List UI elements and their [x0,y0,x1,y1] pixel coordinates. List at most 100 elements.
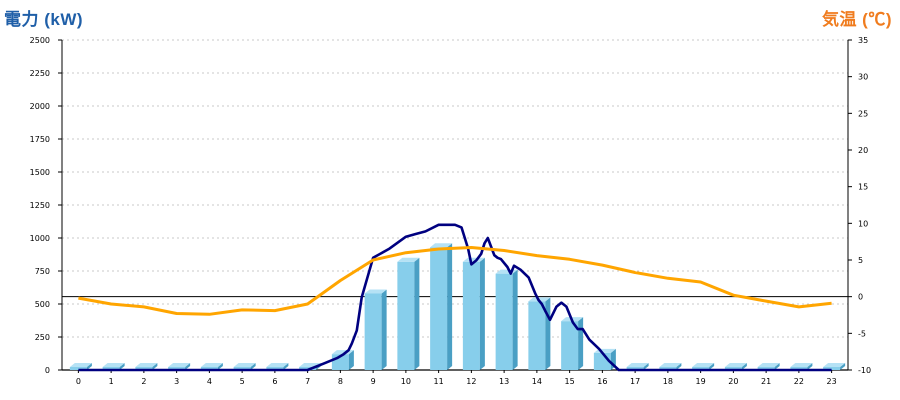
bar-front [495,273,513,370]
bar-front [626,367,644,370]
bar-front [135,367,153,370]
bar-front [430,247,448,370]
bar-top [462,257,485,262]
left-tick-label: 500 [35,300,50,309]
bar-side [545,297,551,370]
bar-side [774,363,780,370]
right-tick-label: 20 [858,146,868,155]
bar-side [578,317,584,370]
left-tick-label: 2500 [30,36,50,45]
left-tick-label: 750 [35,267,50,276]
right-tick-label: 10 [858,219,868,228]
bar-side [512,269,518,370]
bar-top [69,363,92,367]
x-tick-label: 21 [761,377,771,386]
x-tick-label: 5 [240,377,245,386]
bar-side [381,289,387,370]
bar-2 [135,363,158,370]
x-tick-label: 1 [109,377,114,386]
bar-0 [69,363,92,370]
x-tick-label: 19 [696,377,706,386]
bar-front [528,301,546,370]
bar-10 [397,257,420,370]
bar-23 [823,363,846,370]
bar-20 [724,363,747,370]
x-tick-label: 10 [401,377,411,386]
x-tick-label: 4 [207,377,212,386]
bar-front [757,367,775,370]
bar-front [561,321,579,370]
bar-front [823,367,841,370]
left-axis-title: 電力 (kW) [4,10,84,29]
bar-4 [200,363,223,370]
x-tick-label: 17 [630,377,640,386]
bar-front [266,367,284,370]
right-tick-label: -5 [858,329,866,338]
bar-6 [266,363,289,370]
bar-top [168,363,191,367]
bar-side [86,363,92,370]
x-tick-label: 13 [499,377,509,386]
bar-18 [659,363,682,370]
bar-front [462,261,480,370]
x-tick-label: 20 [728,377,738,386]
bar-side [807,363,813,370]
bar-top [757,363,780,367]
x-tick-label: 23 [827,377,837,386]
bar-1 [102,363,125,370]
left-tick-label: 2000 [30,102,50,111]
bar-top [790,363,813,367]
bar-front [790,367,808,370]
bar-side [119,363,125,370]
left-tick-label: 250 [35,333,50,342]
right-tick-label: 15 [858,183,868,192]
bar-top [692,363,715,367]
right-tick-label: 30 [858,73,868,82]
bar-15 [561,317,584,370]
x-tick-label: 14 [532,377,542,386]
x-tick-label: 3 [174,377,179,386]
right-tick-label: 0 [858,293,863,302]
bar-front [397,261,415,370]
bar-12 [462,257,485,370]
left-tick-label: 1250 [30,201,50,210]
bar-top [135,363,158,367]
bar-side [152,363,158,370]
bar-top [233,363,256,367]
bar-side [217,363,223,370]
left-tick-label: 1500 [30,168,50,177]
bar-side [283,363,289,370]
bar-side [414,257,420,370]
bar-14 [528,297,551,370]
x-tick-label: 11 [434,377,444,386]
bar-front [168,367,186,370]
x-tick-label: 6 [272,377,277,386]
bar-top [102,363,125,367]
right-tick-label: 35 [858,36,868,45]
left-tick-label: 2250 [30,69,50,78]
bar-top [430,243,453,248]
bar-top [823,363,846,367]
x-tick-label: 22 [794,377,804,386]
right-tick-label: 25 [858,109,868,118]
bar-front [364,293,382,370]
bar-front [200,367,218,370]
bar-front [102,367,120,370]
bar-16 [593,348,616,370]
x-tick-label: 9 [371,377,376,386]
bar-top [364,289,387,294]
bar-top [266,363,289,367]
bar-front [659,367,677,370]
bar-top [397,257,420,262]
bar-side [643,363,649,370]
bar-front [299,367,317,370]
bar-side [447,243,453,370]
bar-21 [757,363,780,370]
bar-side [840,363,846,370]
temperature-line [78,246,832,316]
bar-19 [692,363,715,370]
bar-top [724,363,747,367]
bar-17 [626,363,649,370]
x-tick-label: 16 [597,377,607,386]
